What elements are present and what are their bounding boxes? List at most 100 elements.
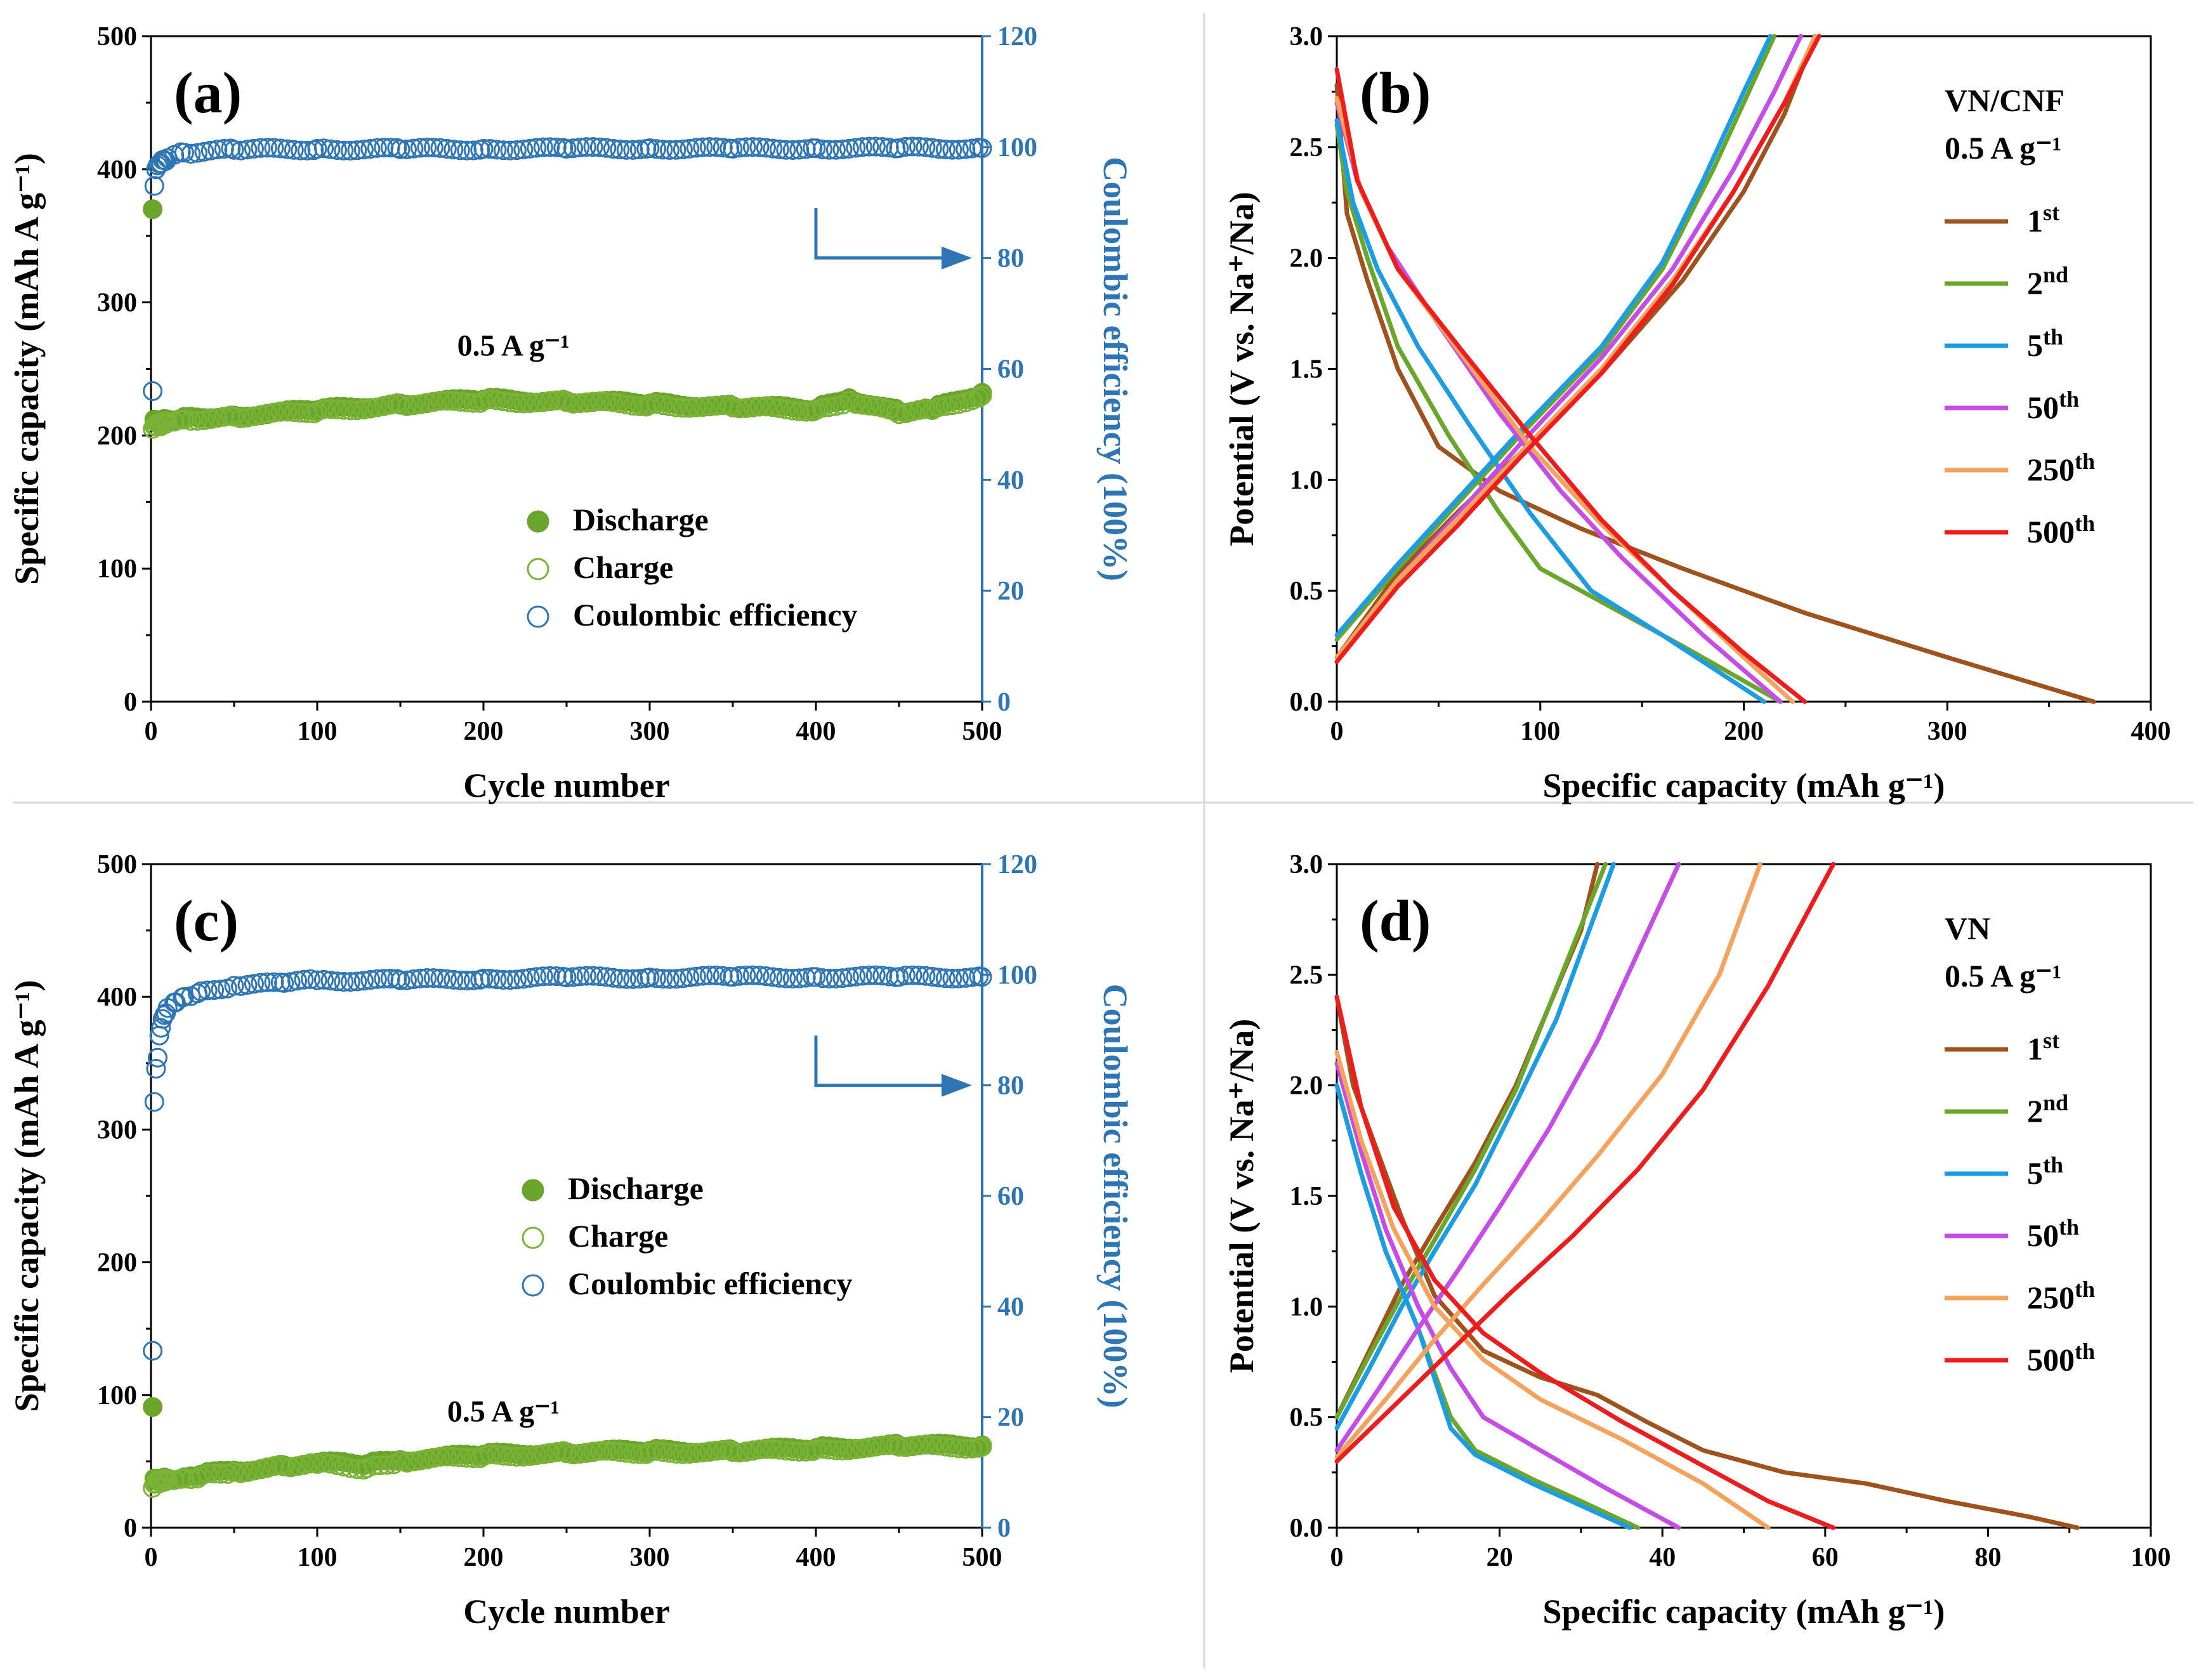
- data-point: [397, 140, 417, 160]
- legend-label-superscript: th: [2043, 324, 2063, 350]
- legend-label-number: 2: [2027, 1093, 2043, 1129]
- series-cycle-5: [1334, 34, 1773, 704]
- data-point: [846, 138, 866, 158]
- series-cycle-250: [1334, 862, 1771, 1530]
- data-point: [796, 968, 816, 988]
- data-point: [949, 968, 969, 988]
- y-tick-label: 2.0: [1290, 1072, 1323, 1101]
- legend-marker: [527, 510, 549, 533]
- data-point: [291, 403, 311, 423]
- y2-tick-label: 0: [997, 688, 1011, 717]
- data-point: [360, 398, 381, 419]
- y-axis-title: Specific capacity (mAh A g⁻¹): [8, 980, 46, 1412]
- legend: Discharge Charge Coulombic efficiency: [527, 502, 858, 633]
- data-point: [872, 1435, 893, 1455]
- data-point: [313, 969, 334, 990]
- data-point: [450, 391, 470, 412]
- legend-label: 250th: [2027, 1276, 2095, 1315]
- data-point: [251, 405, 271, 425]
- data-point: [500, 392, 520, 412]
- data-point: [264, 1456, 284, 1476]
- data-point: [307, 970, 327, 990]
- x-tick-label: 0: [145, 1543, 158, 1572]
- data-point: [340, 1458, 360, 1478]
- data-point: [673, 398, 693, 418]
- data-point: [151, 1018, 171, 1038]
- data-point: [729, 398, 749, 419]
- y-tick-label: 200: [97, 1249, 137, 1278]
- data-point: [902, 402, 922, 422]
- legend-title: VN/CNF: [1945, 82, 2065, 118]
- data-point: [879, 1435, 899, 1455]
- data-point: [636, 397, 657, 417]
- data-point: [769, 398, 789, 418]
- data-point: [204, 1464, 225, 1484]
- charge-curve: [1334, 34, 1818, 660]
- data-point: [197, 1464, 218, 1484]
- data-point: [540, 137, 560, 157]
- data-point: [693, 1442, 713, 1462]
- data-point: [244, 138, 264, 159]
- data-point: [520, 393, 540, 414]
- data-point: [935, 968, 955, 988]
- discharge-curve: [1334, 994, 1836, 1530]
- x-tick-label: 40: [1649, 1543, 1676, 1572]
- legend-label-superscript: th: [2075, 1276, 2095, 1302]
- legend-label: 2nd: [2027, 262, 2068, 301]
- data-point: [603, 1441, 623, 1461]
- data-point: [680, 138, 700, 159]
- data-point: [374, 969, 394, 989]
- legend-marker: [522, 1179, 544, 1202]
- data-point: [520, 1446, 540, 1466]
- data-point: [410, 138, 430, 158]
- data-point: [706, 966, 726, 986]
- data-point: [244, 406, 264, 426]
- data-point: [320, 139, 341, 159]
- y2-axis-title: Coulombic efficiency (100%): [1096, 984, 1134, 1408]
- data-point: [397, 396, 417, 416]
- data-point: [430, 968, 450, 988]
- data-point: [949, 394, 969, 414]
- discharge-curve: [1334, 1049, 1771, 1530]
- data-point: [610, 393, 630, 414]
- data-point: [852, 137, 872, 157]
- data-point: [916, 966, 936, 986]
- data-point: [666, 969, 686, 989]
- data-point: [865, 965, 886, 985]
- data-point: [294, 1454, 314, 1474]
- data-point: [653, 140, 673, 160]
- data-point: [769, 1440, 789, 1460]
- data-point: [859, 965, 879, 985]
- data-point: [699, 137, 719, 157]
- data-point: [629, 140, 650, 160]
- data-point: [889, 138, 909, 159]
- legend-label-number: 50: [2027, 390, 2059, 425]
- data-point: [556, 968, 577, 988]
- data-point: [443, 140, 464, 160]
- data-point: [902, 1436, 922, 1456]
- x-axis-title: Specific capacity (mAh g⁻¹): [1542, 766, 1945, 804]
- y-tick-label: 1.0: [1290, 1292, 1323, 1322]
- legend-label: Charge: [573, 549, 673, 585]
- data-point: [211, 980, 231, 1000]
- data-point: [865, 136, 886, 157]
- data-point: [616, 1443, 636, 1463]
- data-point: [149, 415, 169, 435]
- y2-tick-label: 100: [997, 133, 1037, 162]
- data-point: [480, 390, 500, 410]
- data-point: [742, 1440, 763, 1460]
- data-point: [846, 394, 866, 414]
- data-point: [583, 1441, 603, 1462]
- data-point: [277, 402, 298, 422]
- charge-curve: [1334, 34, 1777, 642]
- data-point: [819, 968, 839, 988]
- data-point: [284, 140, 304, 160]
- x-tick-label: 0: [1330, 1543, 1344, 1572]
- data-point: [360, 138, 381, 159]
- data-point: [417, 393, 437, 413]
- data-point: [143, 381, 163, 401]
- data-point: [480, 139, 500, 159]
- discharge-curve: [1334, 67, 1808, 704]
- data-point: [144, 176, 164, 196]
